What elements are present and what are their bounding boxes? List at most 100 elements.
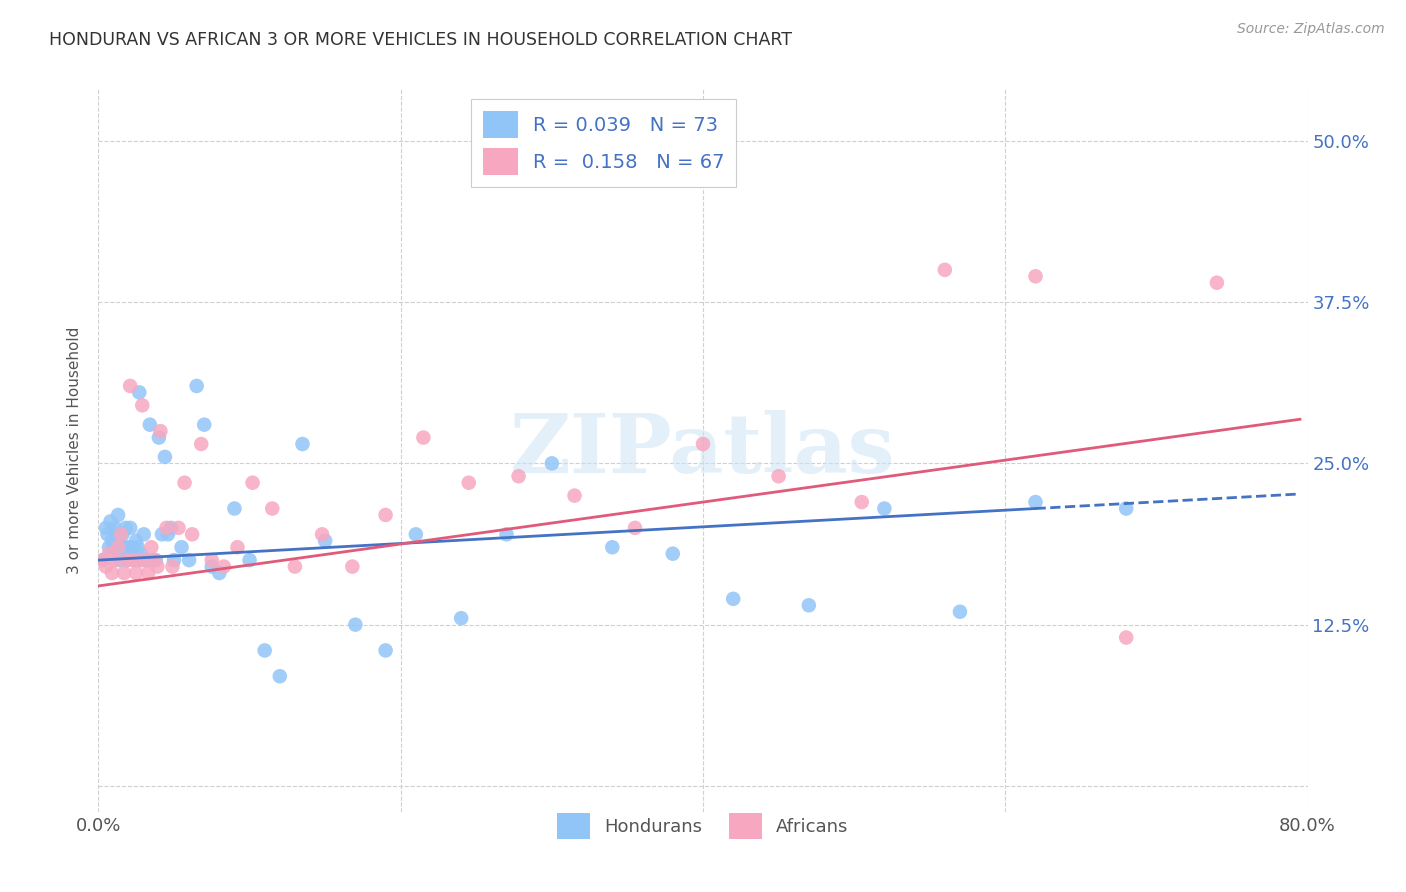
Point: [405, 527, 427, 541]
Point: [124, 553, 146, 567]
Point: [412, 431, 434, 445]
Point: [96, 527, 118, 541]
Point: [226, 540, 249, 554]
Point: [269, 669, 291, 683]
Point: [129, 547, 152, 561]
Y-axis label: 3 or more Vehicles in Household: 3 or more Vehicles in Household: [67, 326, 83, 574]
Point: [1115, 501, 1137, 516]
Point: [1024, 269, 1046, 284]
Point: [125, 566, 148, 580]
Point: [723, 591, 745, 606]
Point: [125, 533, 148, 548]
Point: [692, 437, 714, 451]
Point: [143, 553, 166, 567]
Point: [344, 617, 367, 632]
Point: [797, 599, 820, 613]
Point: [111, 527, 134, 541]
Point: [201, 553, 224, 567]
Point: [112, 566, 135, 580]
Point: [107, 540, 129, 554]
Point: [508, 469, 530, 483]
Point: [115, 553, 138, 567]
Point: [156, 527, 179, 541]
Point: [149, 424, 172, 438]
Point: [128, 553, 150, 567]
Point: [153, 450, 176, 464]
Point: [110, 527, 132, 541]
Point: [121, 540, 143, 554]
Point: [212, 559, 235, 574]
Point: [131, 398, 153, 412]
Point: [186, 379, 208, 393]
Point: [100, 515, 122, 529]
Point: [374, 508, 396, 522]
Point: [193, 417, 215, 432]
Point: [91, 553, 114, 567]
Point: [134, 553, 156, 567]
Point: [112, 540, 135, 554]
Point: [851, 495, 873, 509]
Point: [163, 553, 186, 567]
Point: [314, 533, 336, 548]
Point: [495, 527, 517, 541]
Point: [118, 540, 141, 554]
Point: [179, 553, 201, 567]
Point: [162, 559, 184, 574]
Point: [934, 263, 956, 277]
Point: [661, 547, 683, 561]
Point: [224, 501, 246, 516]
Point: [120, 379, 142, 393]
Point: [540, 456, 562, 470]
Point: [105, 527, 128, 541]
Point: [173, 475, 195, 490]
Point: [291, 437, 314, 451]
Point: [170, 540, 193, 554]
Point: [120, 521, 142, 535]
Point: [148, 431, 170, 445]
Point: [1206, 276, 1229, 290]
Point: [190, 437, 212, 451]
Point: [122, 547, 145, 561]
Point: [768, 469, 790, 483]
Point: [450, 611, 472, 625]
Point: [122, 553, 145, 567]
Point: [160, 521, 183, 535]
Point: [128, 385, 150, 400]
Point: [181, 527, 204, 541]
Point: [110, 540, 132, 554]
Point: [242, 475, 264, 490]
Point: [1024, 495, 1046, 509]
Point: [141, 540, 163, 554]
Point: [131, 553, 153, 567]
Point: [167, 521, 190, 535]
Text: Source: ZipAtlas.com: Source: ZipAtlas.com: [1237, 22, 1385, 37]
Point: [108, 553, 131, 567]
Point: [155, 521, 177, 535]
Point: [104, 553, 127, 567]
Point: [139, 417, 162, 432]
Point: [342, 559, 364, 574]
Point: [602, 540, 624, 554]
Point: [873, 501, 896, 516]
Point: [253, 643, 276, 657]
Point: [949, 605, 972, 619]
Point: [142, 553, 165, 567]
Point: [104, 521, 127, 535]
Point: [150, 527, 173, 541]
Point: [284, 559, 307, 574]
Point: [262, 501, 284, 516]
Point: [239, 553, 262, 567]
Point: [208, 566, 231, 580]
Point: [624, 521, 647, 535]
Point: [1115, 631, 1137, 645]
Point: [135, 553, 157, 567]
Point: [101, 533, 124, 548]
Point: [201, 559, 224, 574]
Point: [146, 559, 169, 574]
Point: [101, 566, 124, 580]
Point: [94, 521, 117, 535]
Point: [457, 475, 479, 490]
Legend: Hondurans, Africans: Hondurans, Africans: [550, 806, 856, 846]
Point: [115, 553, 138, 567]
Point: [91, 553, 114, 567]
